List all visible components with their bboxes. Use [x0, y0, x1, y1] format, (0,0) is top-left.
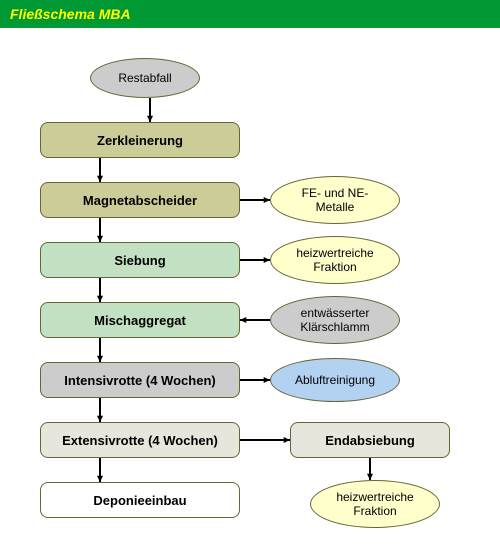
node-endab: Endabsiebung: [290, 422, 450, 458]
node-misch: Mischaggregat: [40, 302, 240, 338]
flowchart-canvas: Restabfall Zerkleinerung Magnetabscheider S…: [0, 28, 500, 558]
node-restabfall: Restabfall: [90, 58, 200, 98]
node-heiz1: heizwertreicheFraktion: [270, 236, 400, 284]
node-magnet: Magnetabscheider: [40, 182, 240, 218]
node-extensiv: Extensivrotte (4 Wochen): [40, 422, 240, 458]
node-siebung: Siebung: [40, 242, 240, 278]
node-deponie: Deponieeinbau: [40, 482, 240, 518]
page-title: Fließschema MBA: [0, 0, 500, 28]
node-zerkleinerung: Zerkleinerung: [40, 122, 240, 158]
arrows-layer: [0, 28, 500, 558]
node-heiz2: heizwertreicheFraktion: [310, 480, 440, 528]
node-intensiv: Intensivrotte (4 Wochen): [40, 362, 240, 398]
node-metalle: FE- und NE-Metalle: [270, 176, 400, 224]
node-klar: entwässerterKlärschlamm: [270, 296, 400, 344]
node-abluft: Abluftreinigung: [270, 358, 400, 402]
